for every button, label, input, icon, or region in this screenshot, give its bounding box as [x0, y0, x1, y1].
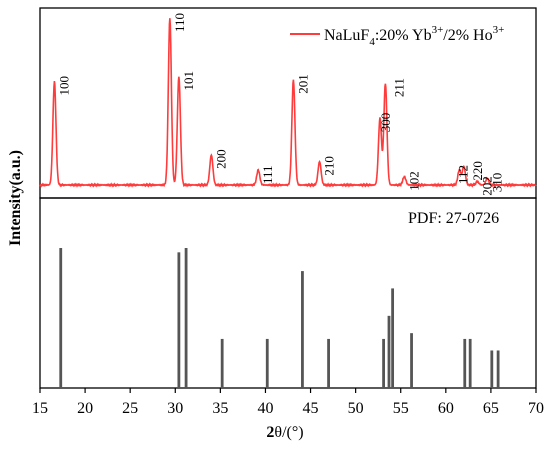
reference-stick-2: [177, 252, 181, 388]
peak-label-102: 102: [406, 171, 421, 191]
reference-stick-6: [301, 271, 304, 388]
xrd-pattern-line: [39, 18, 537, 188]
reference-stick-13: [468, 338, 472, 388]
peak-label-100: 100: [56, 76, 71, 96]
peak-label-200: 200: [213, 149, 228, 169]
legend-label: NaLuF4:20% Yb3+/2% Ho3+: [324, 24, 504, 48]
pdf-card-label: PDF: 27-0726: [408, 210, 499, 227]
x-tick-label-65: 65: [483, 400, 499, 417]
x-tick-label-30: 30: [167, 400, 183, 417]
reference-stick-5: [265, 338, 269, 388]
peak-labels: 100 110 101 200 111 201 210 300 211 102 112 2202023…: [56, 13, 504, 196]
reference-stick-7: [327, 338, 330, 388]
x-tick-label-40: 40: [257, 400, 273, 417]
reference-sticks: [59, 248, 500, 388]
x-axis-label: 2θ/(°): [266, 424, 303, 441]
peak-label-112: 112: [455, 165, 470, 184]
peak-label-211: 211: [391, 78, 406, 97]
top-panel: 100 110 101 200 111 201 210 300 211 102 112 2202023…: [39, 7, 537, 199]
peak-label-210: 210: [322, 156, 337, 176]
y-axis-label: Intensity(a.u.): [7, 150, 24, 246]
x-tick-label-50: 50: [348, 400, 364, 417]
x-tick-label-25: 25: [122, 400, 138, 417]
x-tick-label-60: 60: [438, 400, 454, 417]
legend: NaLuF4:20% Yb3+/2% Ho3+: [290, 24, 504, 48]
peak-label-220: 220: [470, 161, 485, 181]
bottom-panel-frame: [39, 197, 537, 389]
x-axis: 15 20 25 30 35 40 45 50 55 60 65 70: [32, 388, 544, 417]
peak-label-310: 310: [489, 173, 504, 193]
x-tick-label-15: 15: [32, 400, 48, 417]
x-tick-label-20: 20: [77, 400, 93, 417]
reference-stick-9: [387, 315, 391, 388]
reference-stick-10: [391, 288, 395, 388]
peak-label-300: 300: [378, 113, 393, 133]
reference-stick-15: [496, 350, 500, 388]
peak-label-202: 202: [479, 176, 494, 196]
peak-label-111: 111: [260, 165, 275, 184]
x-tick-label-55: 55: [393, 400, 409, 417]
x-tick-label-35: 35: [212, 400, 228, 417]
reference-stick-3: [184, 248, 188, 388]
reference-stick-11: [410, 333, 413, 388]
peak-label-101: 101: [181, 71, 196, 91]
x-tick-label-45: 45: [303, 400, 319, 417]
peak-label-110: 110: [172, 13, 187, 32]
reference-stick-12: [463, 338, 467, 388]
peak-label-201: 201: [295, 74, 310, 94]
bottom-panel: PDF: 27-0726: [39, 197, 537, 389]
reference-stick-4: [220, 338, 224, 388]
x-tick-label-70: 70: [528, 400, 544, 417]
reference-stick-1: [59, 248, 63, 388]
reference-stick-14: [490, 350, 494, 388]
reference-stick-8: [382, 338, 385, 388]
